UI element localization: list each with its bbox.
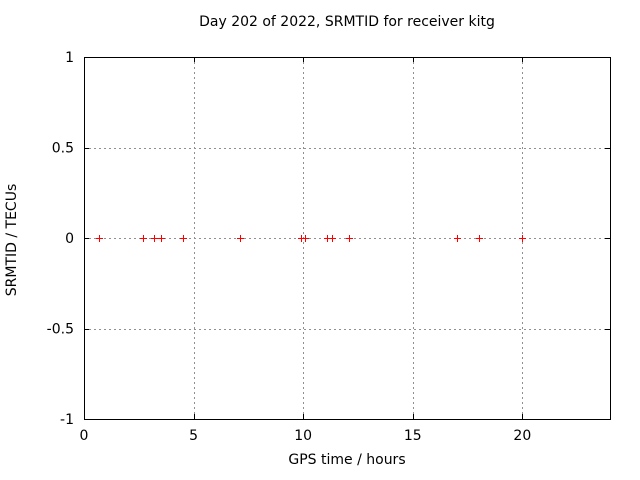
x-tick-label: 10 bbox=[294, 428, 312, 444]
y-tick-label: 0.5 bbox=[52, 141, 74, 157]
y-tick-label: 0 bbox=[65, 231, 74, 247]
y-tick-label: -1 bbox=[60, 412, 74, 428]
x-tick-label: 5 bbox=[189, 428, 198, 444]
x-tick-label: 15 bbox=[404, 428, 422, 444]
x-axis-label: GPS time / hours bbox=[288, 452, 406, 468]
y-tick-label: 1 bbox=[65, 50, 74, 66]
x-tick-label: 20 bbox=[513, 428, 531, 444]
y-tick-label: -0.5 bbox=[47, 322, 74, 338]
x-tick-label: 0 bbox=[80, 428, 89, 444]
chart-title: Day 202 of 2022, SRMTID for receiver kit… bbox=[199, 14, 495, 30]
